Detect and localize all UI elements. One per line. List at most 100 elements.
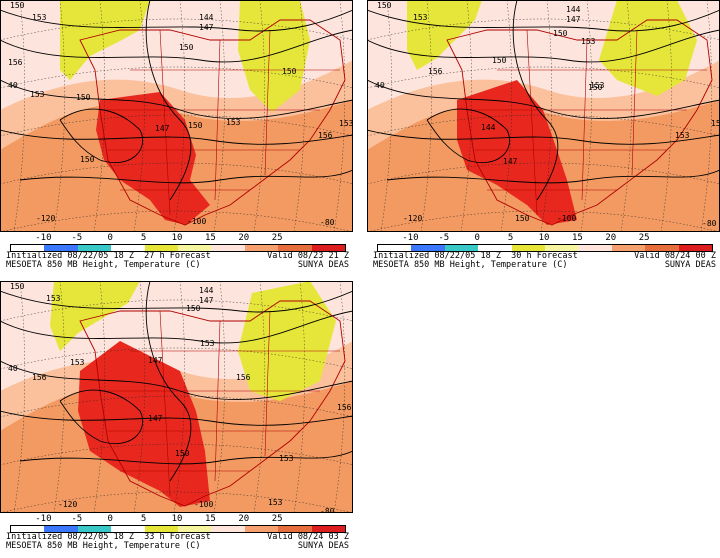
longitude-line [500, 0, 513, 232]
height-contour [0, 29, 353, 63]
contour-label: 153 [590, 81, 605, 90]
colorbar-swatch [211, 245, 245, 251]
contour-label: 150 [10, 1, 25, 10]
contour-label: 156 [32, 373, 47, 382]
colorbar-tick-label: -10 [35, 514, 52, 524]
longitude-line [133, 0, 146, 232]
source-text: SUNYA DEAS [664, 260, 716, 270]
latitude-line [0, 395, 353, 418]
latitude-line [367, 162, 720, 185]
colorbar-tick-label: 5 [140, 233, 147, 243]
colorbar-swatch [144, 526, 179, 532]
longitude-line [380, 0, 393, 232]
latitude-line [367, 18, 720, 41]
colorbar-tick-label: -5 [71, 514, 83, 524]
state-boundaries [467, 29, 707, 216]
contour-label: -120 [36, 214, 55, 223]
longitude-line [253, 281, 266, 513]
contour-label: 153 [46, 294, 61, 303]
colorbar-swatch [111, 245, 145, 251]
colorbar-swatch [411, 245, 445, 251]
longitude-line [213, 281, 226, 513]
contour-label: 144 [566, 5, 581, 14]
latitude-line [0, 443, 353, 466]
init-forecast-text: Initialized 08/22/05 18 Z 27 h Forecast [6, 251, 211, 261]
contour-label: -100 [557, 214, 576, 223]
colorbar-tick-label: 20 [605, 233, 617, 243]
longitude-line [213, 0, 226, 232]
colorbar-swatch [311, 526, 346, 532]
contour-label: 153 [413, 13, 428, 22]
colorbar-swatch [678, 245, 713, 251]
contour-label: 153 [70, 358, 85, 367]
contour-label: 153 [32, 13, 47, 22]
coastline [446, 19, 713, 226]
contour-label: 40 [375, 81, 385, 90]
contour-label: 144 [199, 13, 214, 22]
height-contour [367, 29, 720, 63]
longitude-line [293, 0, 306, 232]
latitude-line [0, 210, 353, 232]
latitude-line [0, 18, 353, 41]
longitude-line [620, 0, 633, 232]
longitude-line [460, 0, 473, 232]
colorbar-tick-label: 15 [204, 233, 216, 243]
longitude-line [333, 0, 346, 232]
colorbar-swatch [578, 245, 612, 251]
colorbar-swatch [44, 526, 78, 532]
longitude-line [173, 0, 186, 232]
longitude-line [53, 281, 66, 513]
contour-label: -120 [403, 214, 422, 223]
valid-time-text: Valid 08/23 21 Z [267, 251, 349, 261]
colorbar-tick-label: 0 [107, 514, 113, 524]
coastline [79, 19, 346, 226]
colorbar-tick-label: 20 [238, 514, 250, 524]
longitude-line [660, 0, 673, 232]
contour-label: 153 [675, 131, 690, 140]
colorbar-swatch [11, 526, 45, 532]
forecast-info-line: Initialized 08/22/05 18 Z 30 h Forecast V… [373, 252, 716, 261]
colorbar-tick-label: 25 [638, 233, 650, 243]
latitude-line [367, 66, 720, 89]
contour-label: 147 [566, 15, 581, 24]
contour-label: 153 [581, 37, 596, 46]
height-contour [0, 310, 353, 344]
height-contour [0, 79, 353, 119]
height-contour [145, 281, 192, 482]
contour-label: 156 [236, 373, 251, 382]
contour-label: 150 [515, 214, 530, 223]
longitude-line [333, 281, 346, 513]
contour-label: 150 [282, 67, 297, 76]
longitude-line [173, 281, 186, 513]
colorbar-tick-label: 0 [474, 233, 480, 243]
colorbar-tick-label: 10 [538, 233, 550, 243]
longitude-line [420, 0, 433, 232]
height-contour [0, 360, 353, 400]
contour-label: 150 [10, 282, 25, 291]
colorbar-swatch [545, 245, 579, 251]
colorbar-swatch [511, 245, 546, 251]
contour-label: 156 [337, 403, 352, 412]
product-info-line: MESOETA 850 MB Height, Temperature (C) SU… [6, 542, 349, 551]
valid-time-text: Valid 08/24 03 Z [267, 532, 349, 542]
latitude-line [0, 162, 353, 185]
longitude-line [293, 281, 306, 513]
init-forecast-text: Initialized 08/22/05 18 Z 33 h Forecast [6, 532, 211, 542]
longitude-line [53, 0, 66, 232]
temperature-map: 1501531441471501531561501501531441471501… [367, 0, 720, 232]
height-contour [386, 169, 720, 184]
contour-label: 156 [428, 67, 443, 76]
product-title-text: MESOETA 850 MB Height, Temperature (C) [6, 541, 201, 551]
forecast-panel-2: 150 153 144 147 150 153 156 150 150 153 144 147 150 1… [367, 0, 720, 277]
latitude-line [367, 210, 720, 232]
heat-core-region [457, 80, 577, 225]
colorbar-tick-label: 10 [171, 514, 183, 524]
height-contour [19, 169, 353, 184]
colorbar-swatch [478, 245, 512, 251]
contour-label: 153 [200, 339, 215, 348]
contour-label: 147 [155, 124, 170, 133]
contour-label: 153 [30, 90, 45, 99]
longitude-line [580, 0, 593, 232]
contour-label: 40 [8, 364, 18, 373]
